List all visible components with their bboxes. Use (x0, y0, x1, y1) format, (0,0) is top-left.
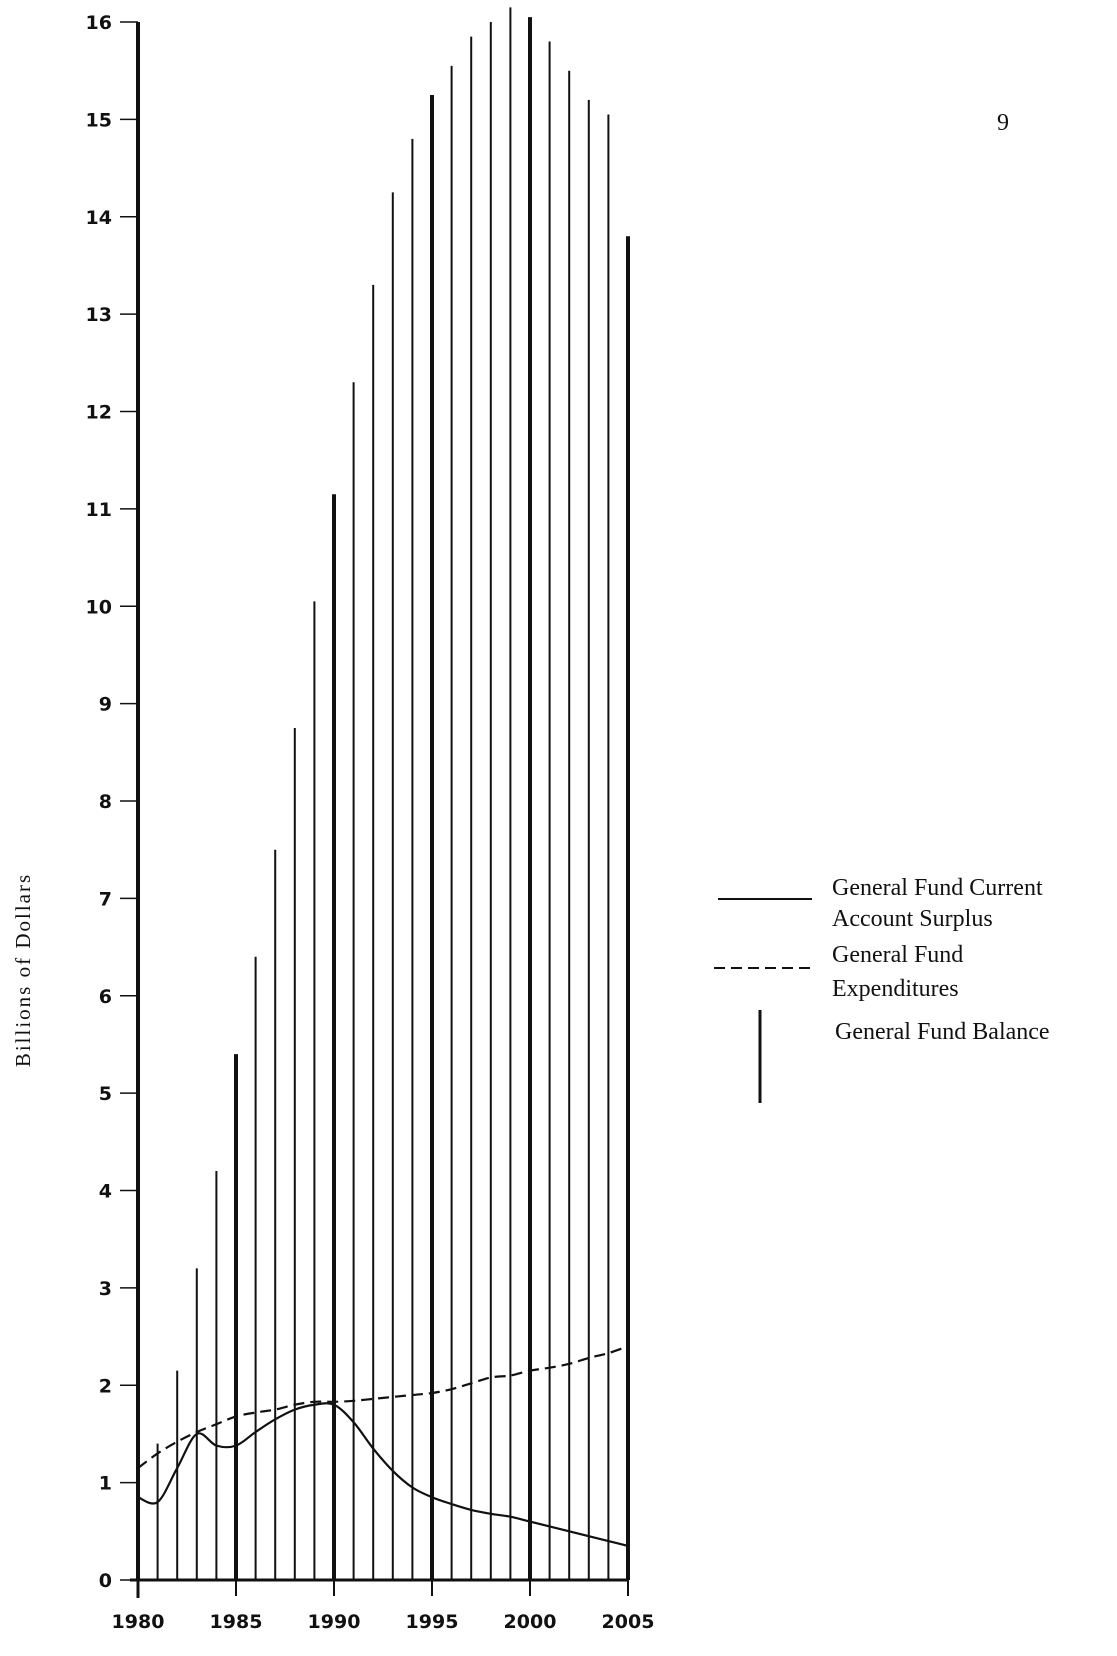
x-tick-label: 2005 (602, 1611, 655, 1633)
legend-label: Account Surplus (832, 906, 993, 932)
x-tick-label: 2000 (504, 1611, 557, 1633)
y-tick-label: 9 (99, 694, 112, 716)
y-axis-label: Billions of Dollars (11, 873, 35, 1067)
y-tick-label: 1 (99, 1473, 112, 1495)
legend-label: Expenditures (832, 976, 959, 1002)
balance-bars (136, 7, 630, 1580)
y-tick-label: 8 (99, 791, 112, 813)
x-tick-label: 1990 (308, 1611, 361, 1633)
y-tick-label: 10 (86, 596, 112, 618)
legend: General Fund Current Account Surplus Gener… (714, 875, 1050, 1103)
axes (130, 22, 628, 1598)
legend-label: General Fund Current (832, 875, 1043, 901)
y-tick-label: 4 (99, 1181, 112, 1203)
page-number: 9 (997, 110, 1009, 136)
y-tick-label: 5 (99, 1083, 112, 1105)
y-tick-label: 15 (86, 109, 112, 131)
y-tick-label: 11 (86, 499, 112, 521)
series-lines (137, 1345, 629, 1547)
y-tick-label: 14 (86, 207, 112, 229)
y-tick-label: 7 (99, 888, 112, 910)
x-tick-label: 1985 (210, 1611, 263, 1633)
x-tick-label: 1995 (406, 1611, 459, 1633)
x-ticks: 1980 1985 1990 1995 2000 2005 (112, 1580, 655, 1633)
y-tick-label: 3 (99, 1278, 112, 1300)
x-tick-label: 1980 (112, 1611, 165, 1633)
y-tick-label: 6 (99, 986, 112, 1008)
y-tick-label: 0 (99, 1570, 112, 1592)
y-tick-label: 16 (86, 12, 112, 34)
y-tick-label: 2 (99, 1375, 112, 1397)
y-tick-label: 12 (86, 402, 112, 424)
expenditures-line (137, 1345, 629, 1469)
surplus-line (137, 1402, 629, 1547)
y-tick-label: 13 (86, 304, 112, 326)
legend-label: General Fund Balance (835, 1019, 1050, 1045)
legend-label: General Fund (832, 942, 963, 968)
